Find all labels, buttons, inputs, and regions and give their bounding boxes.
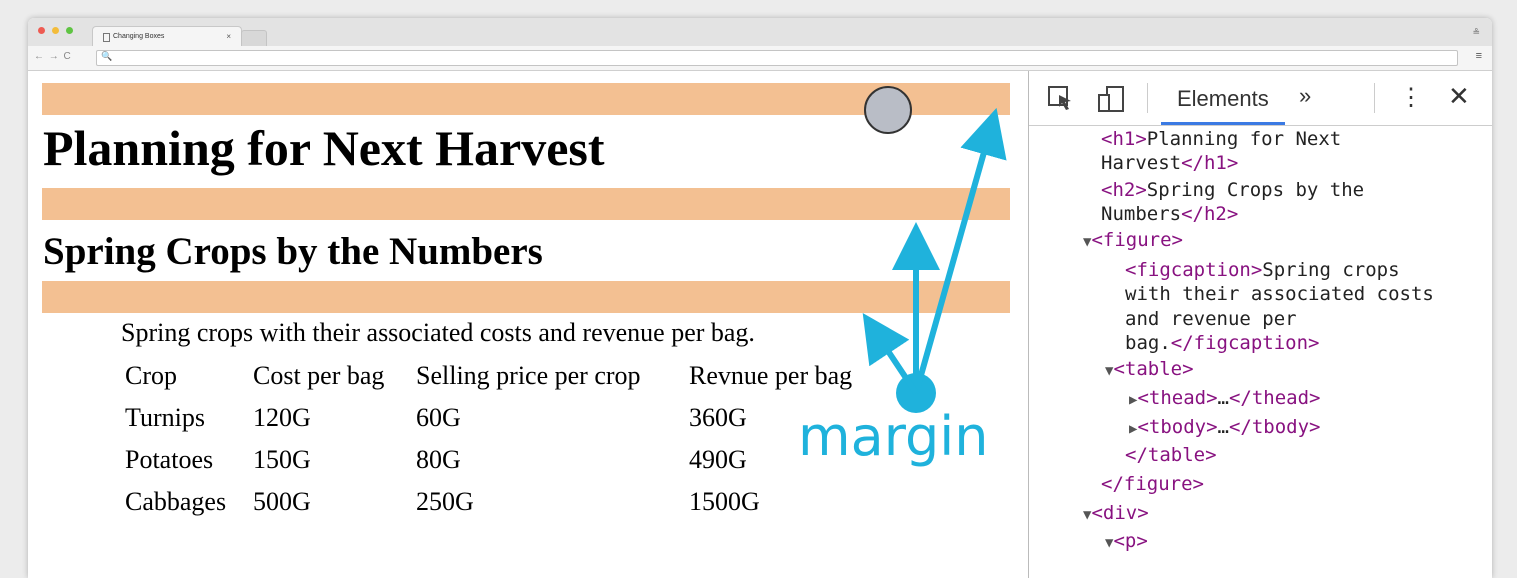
margin-annotation-arrows	[862, 107, 1007, 413]
table-cell: Potatoes	[125, 445, 214, 474]
browser-window: Changing Boxes × ≗ ← → C 🔍 ≡ Planning fo…	[28, 18, 1492, 578]
dom-line[interactable]: Harvest</h1>	[1101, 152, 1239, 174]
address-row: ← → C 🔍 ≡	[28, 46, 1492, 71]
menu-icon[interactable]: ≡	[1475, 50, 1482, 62]
table-cell: 250G	[416, 487, 474, 516]
tab-close-icon[interactable]: ×	[226, 32, 231, 41]
dom-line[interactable]: ▼<figure>	[1083, 229, 1183, 251]
table-header-revenue: Revnue per bag	[689, 361, 853, 390]
device-toolbar-icon[interactable]	[1097, 85, 1127, 120]
collapsed-triangle-icon[interactable]: ▶	[1129, 392, 1138, 408]
table-cell: Turnips	[125, 403, 205, 432]
table-cell: 150G	[253, 445, 311, 474]
title-bar: Changing Boxes × ≗	[28, 18, 1492, 47]
dom-line[interactable]: </figure>	[1101, 473, 1204, 495]
tab-title: Changing Boxes	[113, 33, 165, 40]
active-tab-indicator	[1161, 122, 1285, 125]
kebab-menu-icon[interactable]: ⋮	[1399, 84, 1423, 111]
dom-line[interactable]: ▼<div>	[1083, 502, 1149, 524]
expand-triangle-icon[interactable]: ▼	[1105, 363, 1114, 379]
h1-bottom-margin	[42, 188, 1010, 220]
devtools-panel: Elements » ⋮ ✕ <h1>Planning for Next Har…	[1028, 71, 1492, 578]
figure-caption: Spring crops with their associated costs…	[121, 318, 755, 347]
dom-line[interactable]: ▶<tbody>…</tbody>	[1129, 416, 1321, 438]
collapsed-triangle-icon[interactable]: ▶	[1129, 421, 1138, 437]
dom-line[interactable]: ▼<table>	[1105, 358, 1194, 380]
dom-line[interactable]: bag.</figcaption>	[1125, 332, 1320, 354]
table-header-selling-price: Selling price per crop	[416, 361, 641, 390]
dom-line[interactable]: ▶<thead>…</thead>	[1129, 387, 1321, 409]
expand-triangle-icon[interactable]: ▼	[1083, 507, 1092, 523]
document-icon	[103, 33, 110, 42]
expand-triangle-icon[interactable]: ▼	[1083, 234, 1092, 250]
table-cell: 490G	[689, 445, 747, 474]
table-cell: 1500G	[689, 487, 760, 516]
address-bar[interactable]: 🔍	[96, 50, 1458, 66]
dom-line[interactable]: <h2>Spring Crops by the	[1101, 179, 1365, 201]
dom-line[interactable]: and revenue per	[1125, 308, 1297, 330]
tab-elements[interactable]: Elements	[1177, 86, 1269, 111]
minimize-window-button[interactable]	[52, 27, 59, 34]
inspect-element-icon[interactable]	[1047, 85, 1075, 118]
toolbar-divider	[1374, 83, 1375, 113]
table-cell: 500G	[253, 487, 311, 516]
cursor-highlight	[864, 86, 912, 134]
table-cell: Cabbages	[125, 487, 227, 516]
profile-icon[interactable]: ≗	[1472, 27, 1480, 37]
table-cell: 80G	[416, 445, 461, 474]
dom-line[interactable]: with their associated costs	[1125, 283, 1434, 305]
search-icon: 🔍	[101, 51, 113, 61]
arrow-to-top-margin	[913, 107, 1007, 394]
browser-tab[interactable]: Changing Boxes ×	[92, 26, 242, 47]
more-tabs-icon[interactable]: »	[1299, 83, 1312, 108]
page-subheading: Spring Crops by the Numbers	[43, 230, 543, 273]
close-window-button[interactable]	[38, 27, 45, 34]
h2-bottom-margin	[42, 281, 1010, 313]
arrow-to-lower-margin	[862, 313, 919, 395]
dom-line[interactable]: <figcaption>Spring crops	[1125, 259, 1400, 281]
expand-triangle-icon[interactable]: ▼	[1105, 535, 1114, 551]
table-header-crop: Crop	[125, 361, 177, 390]
nav-buttons[interactable]: ← → C	[34, 51, 72, 62]
page-heading: Planning for Next Harvest	[43, 120, 605, 176]
page-viewport: Planning for Next Harvest Spring Crops b…	[28, 71, 1028, 578]
toolbar-divider	[1147, 83, 1148, 113]
dom-line[interactable]: </table>	[1125, 444, 1217, 466]
table-cell: 120G	[253, 403, 311, 432]
table-cell: 60G	[416, 403, 461, 432]
margin-label: margin	[798, 405, 989, 468]
close-devtools-icon[interactable]: ✕	[1448, 81, 1470, 111]
table-cell: 360G	[689, 403, 747, 432]
new-tab-button[interactable]	[241, 30, 267, 47]
dom-line[interactable]: Numbers</h2>	[1101, 203, 1239, 225]
h1-top-margin	[42, 83, 1010, 115]
maximize-window-button[interactable]	[66, 27, 73, 34]
dom-line[interactable]: ▼<p>	[1105, 530, 1148, 552]
table-header-cost: Cost per bag	[253, 361, 385, 390]
devtools-toolbar: Elements » ⋮ ✕	[1029, 71, 1492, 126]
dom-line[interactable]: <h1>Planning for Next	[1101, 128, 1342, 150]
